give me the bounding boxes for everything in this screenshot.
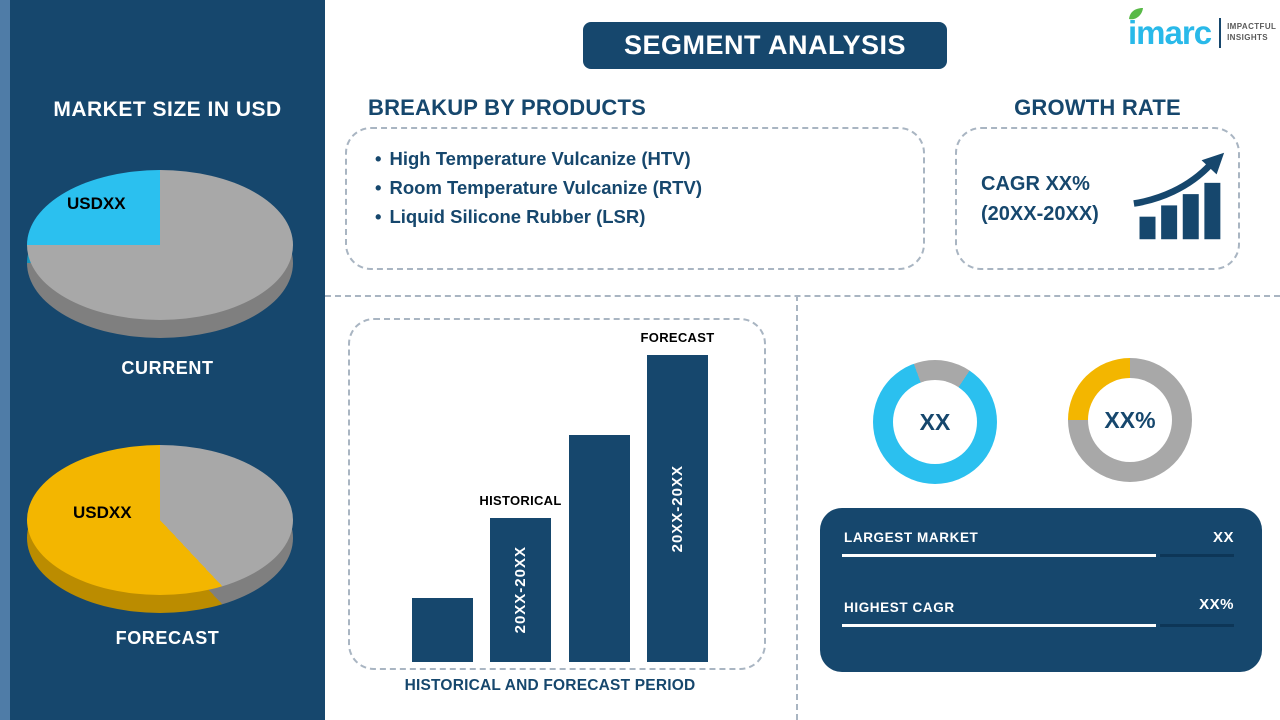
period-chart-caption: HISTORICAL AND FORECAST PERIOD — [404, 677, 696, 694]
market-size-sidebar: MARKET SIZE IN USD USDXX CURRENT USDXX F… — [10, 0, 325, 720]
bar-column — [412, 322, 473, 662]
bullet-glyph: • — [375, 206, 382, 227]
bullet-glyph: • — [375, 177, 382, 198]
current-caption: CURRENT — [121, 358, 214, 378]
donut-value-label: XX — [919, 408, 951, 435]
underline-bar-dark — [1160, 554, 1234, 557]
largest-market-donut: XX — [873, 360, 997, 484]
list-item: • Liquid Silicone Rubber (LSR) — [375, 202, 923, 231]
horizontal-dashed-divider — [325, 295, 1280, 297]
period-bar-forecast: 20XX-20XX — [647, 355, 708, 662]
pie-surface — [27, 445, 293, 595]
bar-column: HISTORICAL 20XX-20XX — [479, 322, 561, 662]
highest-cagr-label: HIGHEST CAGR — [844, 600, 955, 615]
current-market-size-pie: USDXX — [27, 170, 293, 338]
bar-column — [569, 322, 630, 662]
left-edge-strip — [0, 0, 10, 720]
bar-range-label: 20XX-20XX — [512, 546, 529, 634]
pie-value-label: USDXX — [73, 503, 132, 522]
bar-top-label: HISTORICAL — [479, 492, 562, 508]
page-title-banner: SEGMENT ANALYSIS — [583, 22, 947, 69]
bar-column: FORECAST 20XX-20XX — [641, 322, 714, 662]
logo-tagline-line1: IMPACTFUL — [1227, 21, 1277, 31]
product-item-label: High Temperature Vulcanize (HTV) — [389, 148, 691, 169]
growth-rate-box: CAGR XX% (20XX-20XX) — [955, 127, 1240, 270]
sidebar-title: MARKET SIZE IN USD — [53, 98, 282, 121]
donut-value-label: XX% — [1104, 406, 1156, 433]
cagr-line1: CAGR XX% — [981, 172, 1090, 195]
list-item: • High Temperature Vulcanize (HTV) — [375, 144, 923, 173]
growth-bars-arrow-icon — [1132, 150, 1226, 247]
bar-top-label: FORECAST — [640, 330, 715, 345]
forecast-caption: FORECAST — [115, 628, 220, 648]
underline-bar — [842, 554, 1156, 557]
growth-section-title: GROWTH RATE — [1014, 95, 1181, 120]
cagr-line2: (20XX-20XX) — [981, 202, 1099, 225]
forecast-market-size-pie: USDXX — [27, 445, 293, 613]
highest-cagr-value: XX% — [1199, 596, 1234, 613]
period-bar-historical: 20XX-20XX — [490, 517, 551, 662]
logo-divider — [1219, 17, 1222, 48]
bar-range-label: 20XX-20XX — [669, 464, 686, 553]
logo-tagline: IMPACTFUL INSIGHTS — [1227, 22, 1276, 44]
products-list-box: • High Temperature Vulcanize (HTV) • Roo… — [345, 127, 925, 270]
pie-surface — [27, 170, 293, 320]
cagr-text: CAGR XX% (20XX-20XX) — [981, 169, 1132, 229]
product-item-label: Liquid Silicone Rubber (LSR) — [389, 206, 646, 227]
pie-value-label: USDXX — [67, 194, 126, 213]
underline-bar-dark — [1160, 624, 1234, 627]
list-item: • Room Temperature Vulcanize (RTV) — [375, 173, 923, 202]
period-bar — [412, 597, 473, 662]
largest-market-label: LARGEST MARKET — [844, 530, 979, 545]
highest-cagr-donut: XX% — [1068, 358, 1192, 482]
product-item-label: Room Temperature Vulcanize (RTV) — [389, 177, 702, 198]
logo-brand-text: imarc — [1128, 14, 1212, 51]
imarc-logo: imarc IMPACTFUL INSIGHTS — [1128, 8, 1276, 51]
bullet-glyph: • — [375, 148, 382, 169]
market-summary-panel: LARGEST MARKET XX HIGHEST CAGR XX% — [820, 508, 1262, 672]
largest-market-value: XX — [1212, 529, 1234, 546]
page-title: SEGMENT ANALYSIS — [623, 30, 907, 60]
underline-bar — [842, 624, 1156, 627]
period-bar — [569, 434, 630, 662]
leaf-icon — [1128, 7, 1144, 26]
logo-tagline-line2: INSIGHTS — [1227, 32, 1269, 42]
vertical-dashed-divider — [796, 295, 798, 720]
period-bar-chart-box: HISTORICAL 20XX-20XX FORECAST 20XX-20XX — [348, 318, 766, 670]
products-list: • High Temperature Vulcanize (HTV) • Roo… — [347, 129, 923, 231]
products-section-title: BREAKUP BY PRODUCTS — [368, 95, 647, 120]
